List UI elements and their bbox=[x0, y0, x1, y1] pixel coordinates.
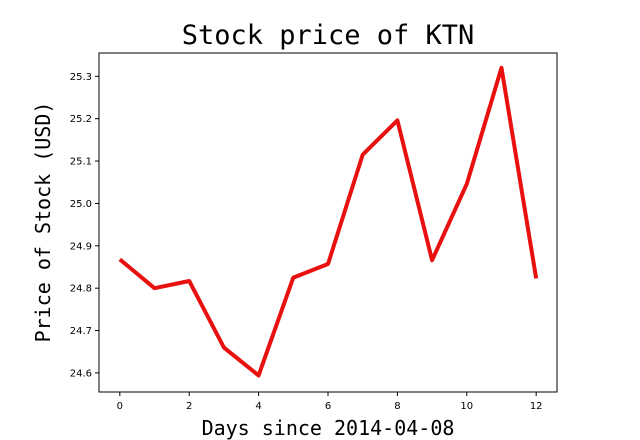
y-axis: 24.6 24.7 24.8 24.9 25.0 25.1 25.2 25.3 bbox=[70, 72, 99, 379]
y-axis-label: Price of Stock (USD) bbox=[31, 102, 55, 343]
y-tick-label: 25.3 bbox=[70, 72, 92, 83]
x-tick-label: 12 bbox=[530, 401, 543, 412]
y-tick-label: 25.1 bbox=[70, 157, 92, 168]
x-axis-label: Days since 2014-04-08 bbox=[202, 416, 455, 440]
chart-title: Stock price of KTN bbox=[182, 20, 475, 51]
data-points bbox=[119, 67, 537, 376]
x-axis: 0 2 4 6 8 10 12 bbox=[117, 392, 543, 412]
y-tick-label: 24.7 bbox=[70, 326, 92, 337]
x-tick-label: 2 bbox=[186, 401, 192, 412]
y-tick-label: 25.2 bbox=[70, 114, 92, 125]
x-tick-label: 10 bbox=[460, 401, 473, 412]
y-tick-label: 24.6 bbox=[70, 368, 92, 379]
plot-area bbox=[98, 52, 558, 393]
series-line bbox=[118, 65, 539, 378]
x-tick-label: 6 bbox=[325, 401, 331, 412]
x-tick-label: 8 bbox=[394, 401, 400, 412]
y-tick-label: 24.9 bbox=[70, 241, 92, 252]
x-tick-label: 4 bbox=[255, 401, 261, 412]
y-tick-label: 24.8 bbox=[70, 284, 92, 295]
x-tick-label: 0 bbox=[117, 401, 123, 412]
y-tick-label: 25.0 bbox=[70, 199, 92, 210]
